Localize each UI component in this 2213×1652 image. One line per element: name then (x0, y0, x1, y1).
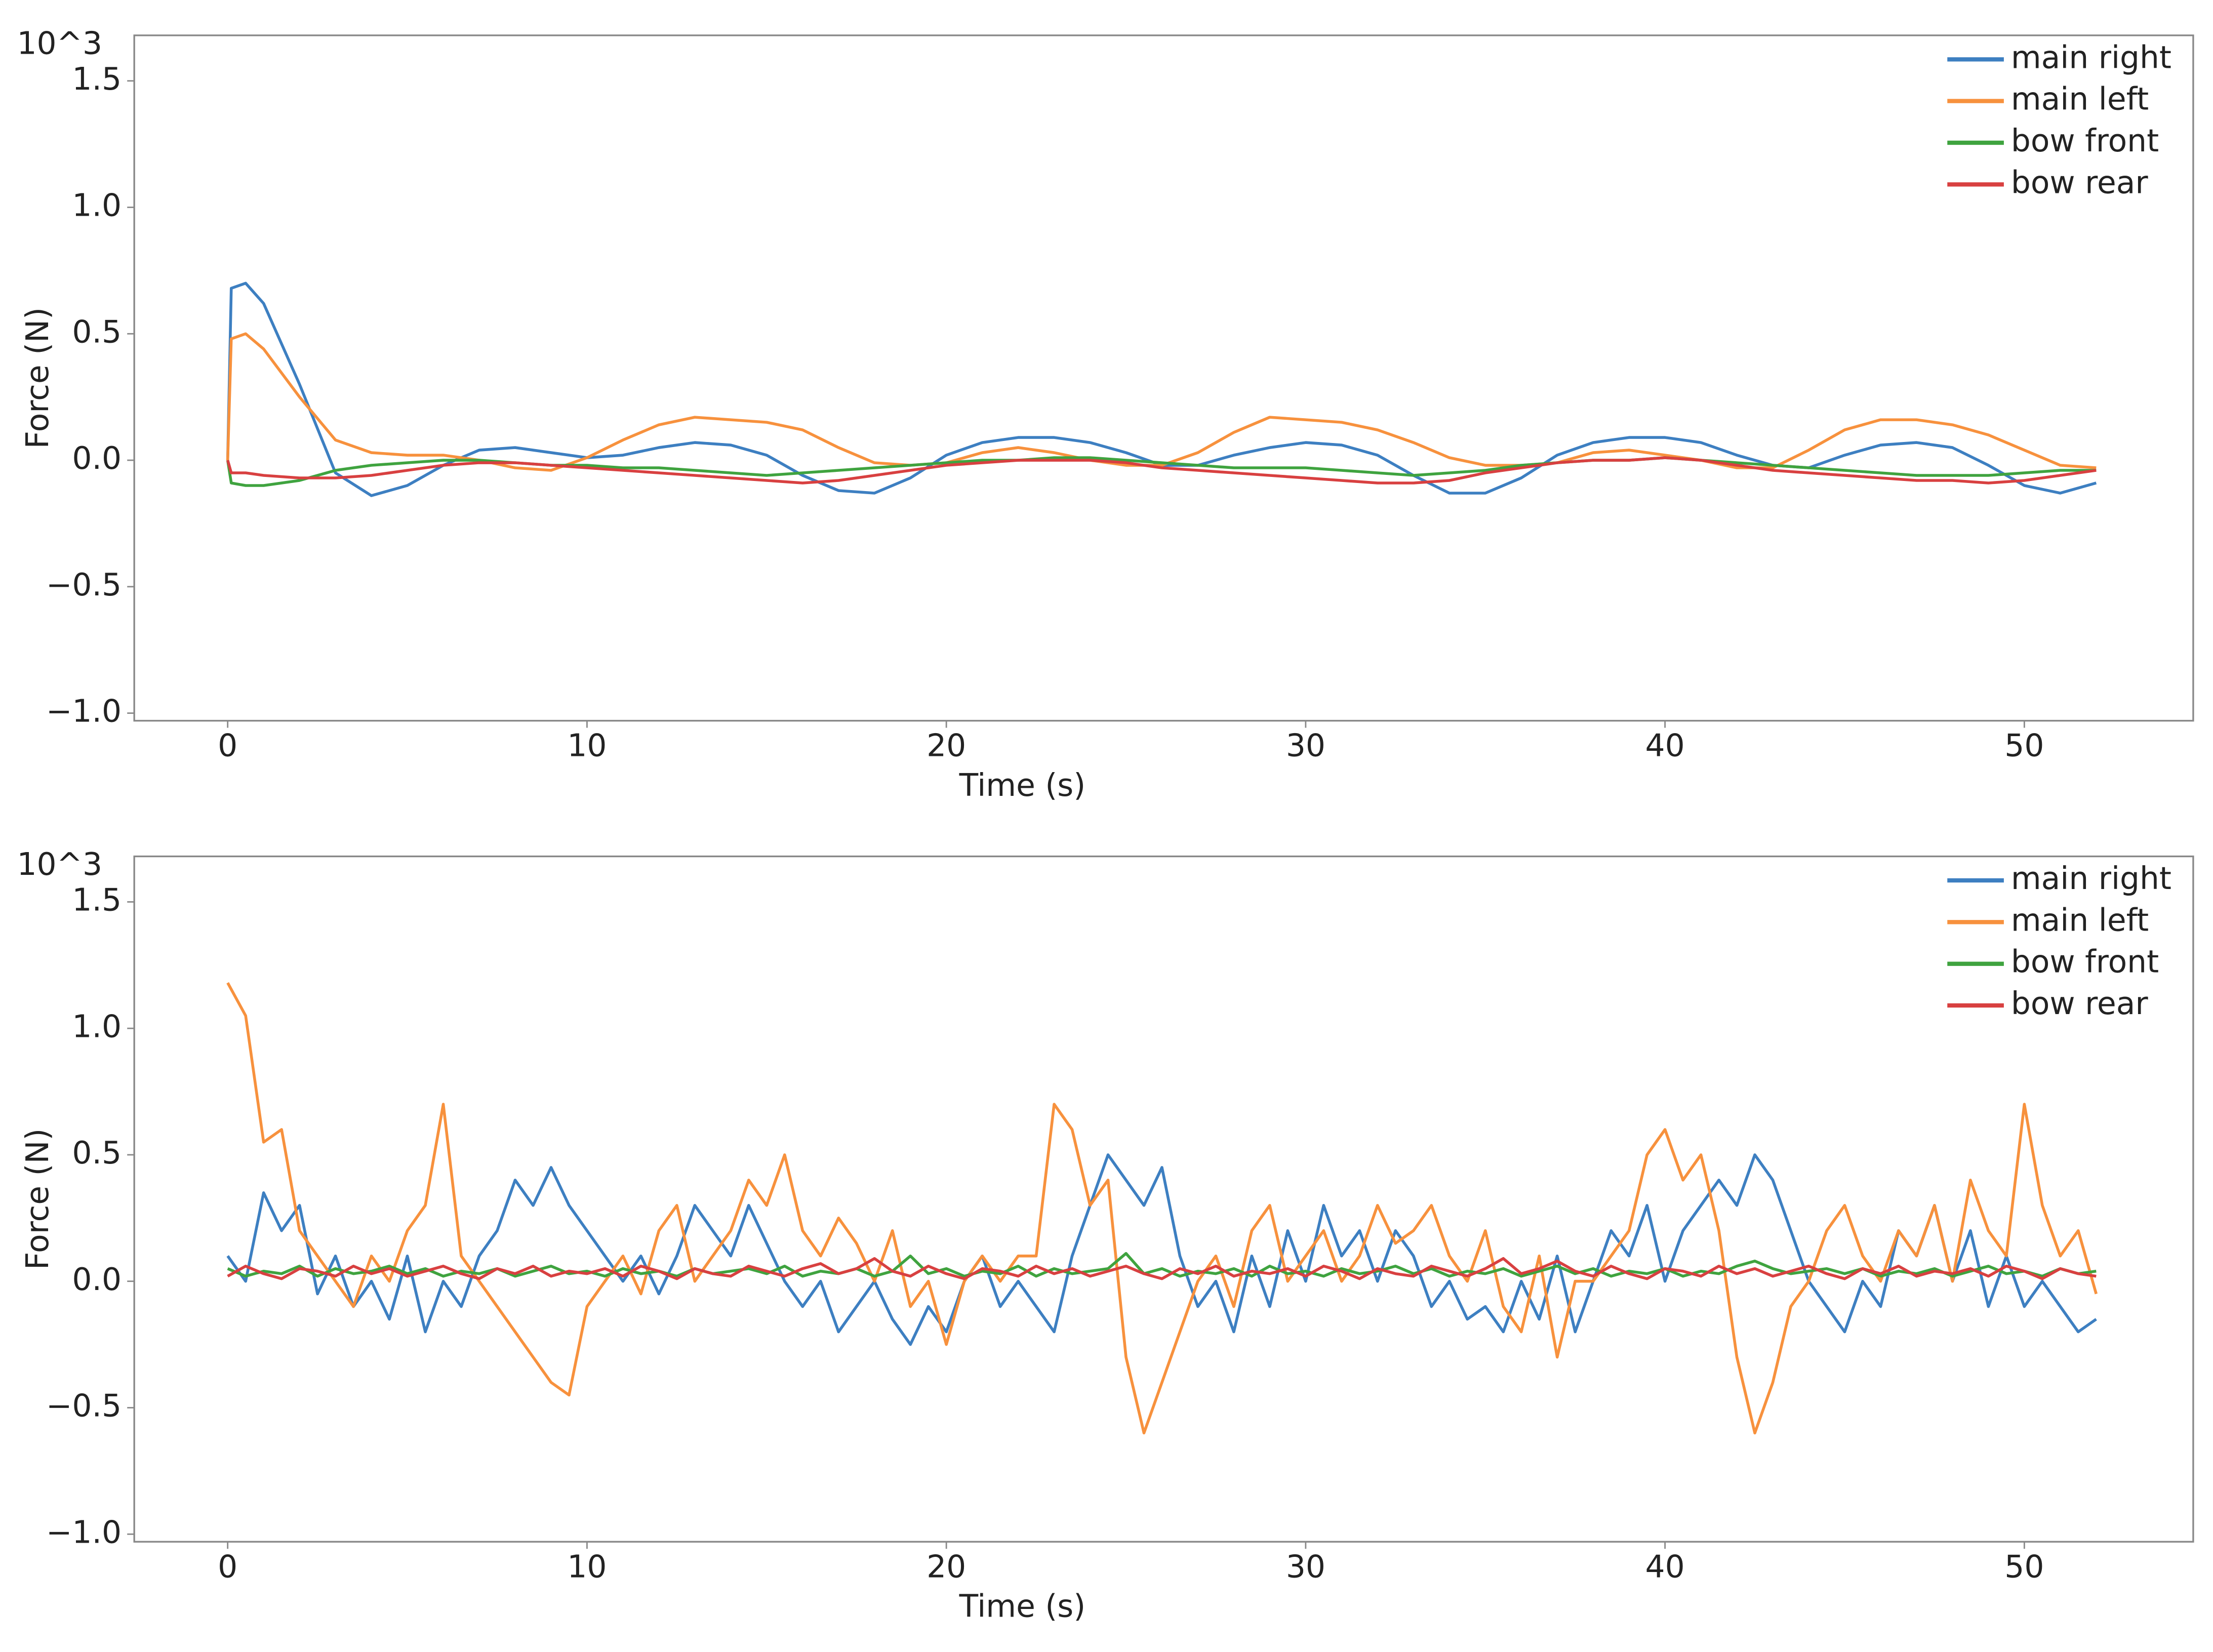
x-tick-label: 0 (218, 728, 237, 764)
legend-label: main right (2011, 861, 2171, 897)
y-tick-label: 1.5 (72, 882, 122, 918)
x-tick-label: 40 (1645, 728, 1685, 764)
y-tick-label: 1.0 (72, 188, 122, 224)
legend-label: bow front (2011, 123, 2159, 159)
y-tick-label: −0.5 (46, 567, 122, 603)
legend-label: main right (2011, 39, 2171, 75)
chart-panel: −1.0 −0.5 0.0 0.5 1.0 1.5 0 10 20 30 40 50 Time (s) F… (17, 25, 2194, 803)
x-tick-label: 20 (927, 1549, 966, 1585)
y-tick-label: 0.0 (72, 1262, 122, 1298)
legend-label: main left (2011, 902, 2149, 938)
data-line (226, 332, 2097, 472)
y-tick-label: −1.0 (46, 694, 122, 730)
data-line (226, 456, 2097, 485)
x-tick-label: 10 (567, 728, 607, 764)
x-tick-label: 20 (927, 728, 966, 764)
axis-multiplier: 10^3 (17, 25, 102, 61)
plot-frame (133, 855, 2194, 1543)
x-axis-label: Time (s) (959, 1589, 1086, 1625)
legend-label: bow rear (2011, 165, 2149, 200)
x-tick-label: 30 (1286, 728, 1325, 764)
y-axis-label: Force (N) (20, 1129, 56, 1270)
data-line (226, 1153, 2097, 1346)
legend-label: main left (2011, 82, 2149, 117)
y-tick-label: 0.5 (72, 1135, 122, 1171)
data-line (226, 982, 2098, 1435)
y-tick-label: −0.5 (46, 1388, 122, 1424)
data-line (226, 456, 2097, 487)
x-tick-label: 50 (2004, 1549, 2044, 1585)
chart-panel: −1.0 −0.5 0.0 0.5 1.0 1.5 0 10 20 30 40 50 Time (s) F… (17, 847, 2194, 1625)
x-tick-label: 0 (218, 1549, 237, 1585)
x-tick-label: 10 (567, 1549, 607, 1585)
x-tick-label: 40 (1645, 1549, 1685, 1585)
y-axis-label: Force (N) (20, 307, 56, 449)
legend-label: bow rear (2011, 986, 2149, 1022)
y-tick-label: 0.5 (72, 314, 122, 350)
y-tick-label: 0.0 (72, 440, 122, 476)
x-axis-label: Time (s) (959, 768, 1086, 803)
x-tick-label: 50 (2004, 728, 2044, 764)
y-tick-label: 1.0 (72, 1009, 122, 1044)
x-tick-label: 30 (1286, 1549, 1325, 1585)
plot-frame (133, 34, 2194, 722)
y-tick-label: −1.0 (46, 1514, 122, 1550)
legend-label: bow front (2011, 944, 2159, 980)
axis-multiplier: 10^3 (17, 847, 102, 882)
y-tick-label: 1.5 (72, 61, 122, 97)
data-line (227, 1257, 2097, 1280)
